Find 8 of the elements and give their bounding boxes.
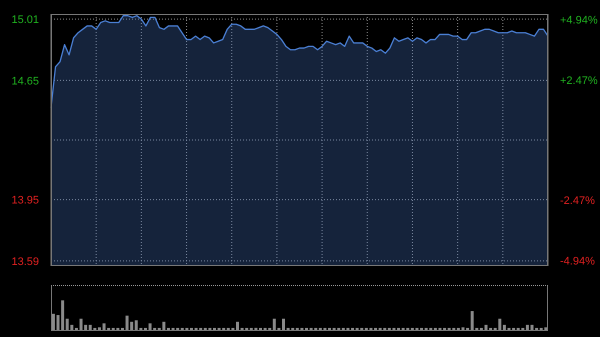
y2-tick-label: -4.94% (560, 255, 596, 268)
y-tick-label: 13.59 (11, 256, 39, 268)
y2-tick-label: -2.47% (560, 195, 596, 208)
y-tick-label: 15.01 (11, 14, 39, 26)
y-tick-label: 13.95 (11, 194, 39, 207)
y2-tick-label: +4.94% (560, 14, 598, 27)
y2-tick-label: +2.47% (560, 74, 598, 87)
y-tick-label: 14.65 (11, 75, 39, 88)
